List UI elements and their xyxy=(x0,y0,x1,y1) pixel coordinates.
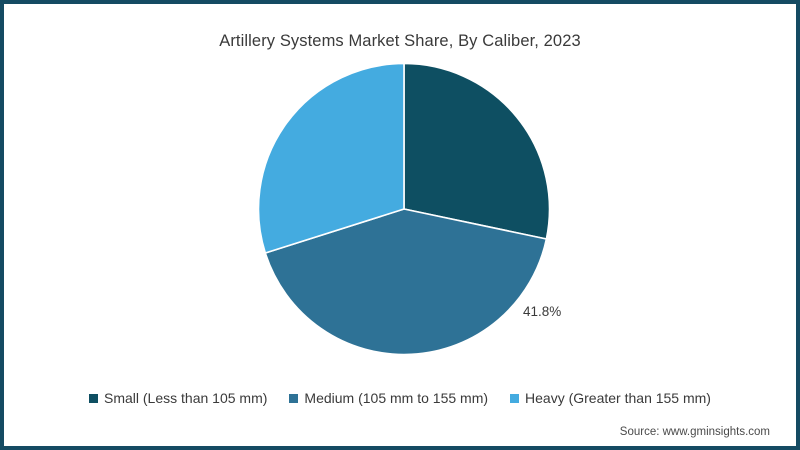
pie-slice[interactable] xyxy=(403,62,551,240)
pie-chart xyxy=(255,60,553,358)
pie-slice-group xyxy=(257,62,551,356)
legend-swatch-icon xyxy=(289,393,299,403)
pie-slice[interactable] xyxy=(257,62,405,254)
chart-title: Artillery Systems Market Share, By Calib… xyxy=(219,32,581,50)
pie-chart-svg xyxy=(257,62,551,356)
chart-legend: Small (Less than 105 mm) Medium (105 mm t… xyxy=(4,390,796,406)
pie-slice[interactable] xyxy=(264,208,548,356)
legend-item-label: Medium (105 mm to 155 mm) xyxy=(304,390,489,406)
legend-item[interactable]: Small (Less than 105 mm) xyxy=(89,390,267,406)
legend-item[interactable]: Heavy (Greater than 155 mm) xyxy=(510,390,711,406)
legend-item-label: Heavy (Greater than 155 mm) xyxy=(525,390,711,406)
legend-item-label: Small (Less than 105 mm) xyxy=(104,390,268,406)
legend-swatch-icon xyxy=(510,393,520,403)
legend-item[interactable]: Medium (105 mm to 155 mm) xyxy=(289,390,488,406)
pie-slice-value-label: 41.8% xyxy=(523,304,562,319)
legend-swatch-icon xyxy=(89,393,98,403)
source-attribution: Source: www.gminsights.com xyxy=(619,426,770,438)
